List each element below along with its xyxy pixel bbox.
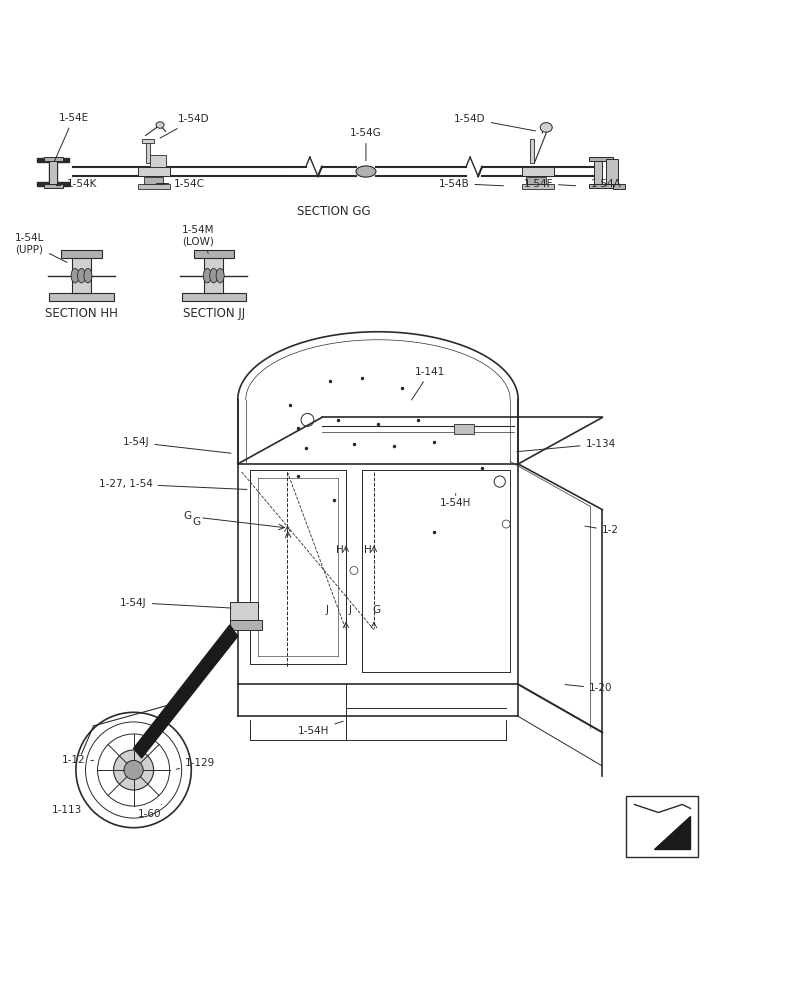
Text: 1-54B: 1-54B	[438, 179, 503, 189]
Text: SECTION JJ: SECTION JJ	[182, 307, 244, 320]
Bar	[194, 250, 234, 258]
Text: 1-54H: 1-54H	[439, 494, 471, 508]
Text: H: H	[364, 545, 372, 555]
Bar	[71, 257, 91, 293]
Text: 1-54H: 1-54H	[298, 721, 343, 736]
Bar	[61, 250, 101, 258]
Text: H: H	[335, 545, 343, 555]
Text: 1-113: 1-113	[52, 804, 88, 815]
Text: 1-54K: 1-54K	[56, 179, 96, 189]
Bar	[588, 157, 612, 161]
Bar	[605, 159, 618, 184]
Text: G: G	[192, 517, 200, 527]
Text: J: J	[348, 605, 351, 615]
Text: 1-27, 1-54: 1-27, 1-54	[99, 479, 247, 489]
Text: 1-54J: 1-54J	[120, 598, 230, 608]
Bar	[38, 158, 69, 162]
Ellipse shape	[84, 268, 92, 283]
Ellipse shape	[540, 123, 552, 132]
Bar	[521, 167, 553, 176]
Bar	[50, 293, 113, 301]
Bar	[593, 159, 601, 184]
Bar	[44, 157, 63, 161]
Text: 1-54D: 1-54D	[454, 114, 535, 131]
Text: 1-54G: 1-54G	[349, 128, 381, 161]
Bar	[141, 139, 153, 143]
Polygon shape	[654, 816, 690, 849]
Text: 1-54J: 1-54J	[123, 437, 230, 453]
Text: 1-12: 1-12	[62, 755, 93, 765]
Bar	[521, 184, 553, 189]
Text: G: G	[372, 605, 380, 615]
Text: 1-54F: 1-54F	[523, 179, 575, 189]
Bar	[230, 620, 262, 630]
Bar	[50, 159, 57, 184]
Bar	[137, 184, 169, 189]
Text: 1-20: 1-20	[565, 683, 612, 693]
Text: 1-134: 1-134	[516, 439, 615, 452]
Text: SECTION GG: SECTION GG	[297, 205, 370, 218]
Bar	[137, 167, 169, 176]
Ellipse shape	[216, 268, 224, 283]
Ellipse shape	[210, 268, 218, 283]
Bar	[454, 424, 474, 434]
Text: G: G	[183, 511, 191, 521]
Text: 1-54E: 1-54E	[55, 113, 88, 161]
Text: 1-54L
(UPP): 1-54L (UPP)	[14, 233, 67, 262]
Ellipse shape	[156, 122, 164, 128]
Text: 1-60: 1-60	[137, 804, 161, 819]
Bar	[588, 184, 612, 188]
Ellipse shape	[71, 268, 79, 283]
Text: SECTION HH: SECTION HH	[45, 307, 118, 320]
Circle shape	[124, 760, 143, 780]
Text: 1-54A: 1-54A	[590, 179, 621, 189]
Ellipse shape	[77, 268, 85, 283]
Circle shape	[113, 750, 153, 790]
Bar	[38, 182, 69, 186]
Text: 1-2: 1-2	[585, 525, 618, 535]
Bar	[612, 184, 624, 189]
Text: 1-54M
(LOW): 1-54M (LOW)	[181, 225, 214, 253]
Polygon shape	[133, 625, 238, 758]
Ellipse shape	[356, 166, 376, 177]
Bar	[529, 139, 533, 163]
Bar	[626, 796, 698, 857]
Text: 1-54D: 1-54D	[160, 114, 210, 138]
Bar	[145, 139, 149, 163]
Bar	[204, 257, 223, 293]
Bar	[525, 177, 545, 184]
Ellipse shape	[203, 268, 211, 283]
Bar	[149, 155, 165, 167]
Text: 1-54C: 1-54C	[157, 179, 205, 189]
Text: J: J	[325, 605, 328, 615]
Bar	[44, 184, 63, 188]
Bar	[144, 177, 163, 184]
Bar	[181, 293, 246, 301]
Bar	[230, 602, 258, 622]
Text: 1-141: 1-141	[411, 367, 445, 400]
Bar	[50, 162, 57, 182]
Text: 1-129: 1-129	[176, 758, 215, 769]
